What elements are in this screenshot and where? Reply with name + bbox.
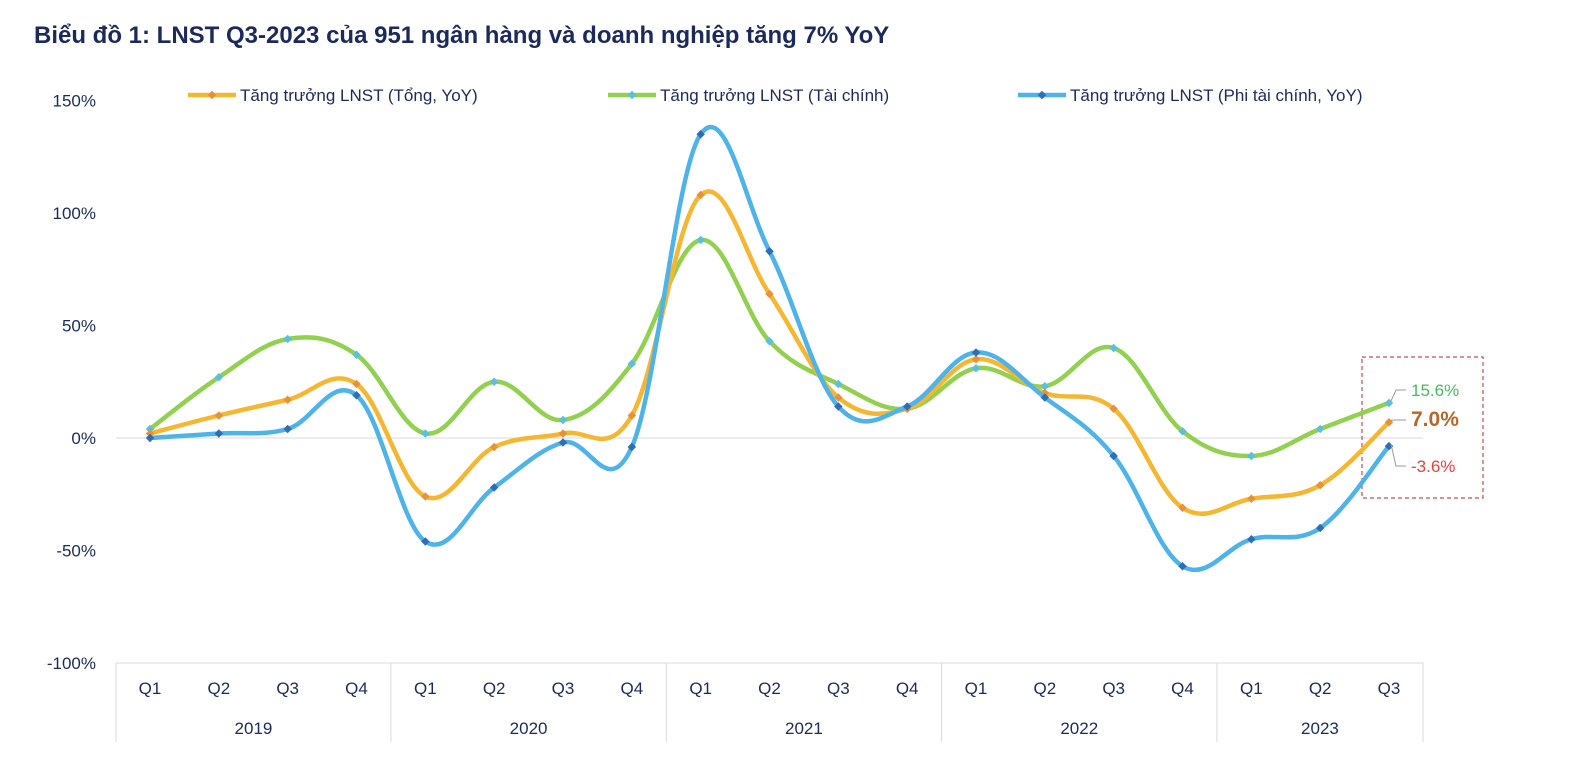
x-group-label: 2020 xyxy=(510,719,548,738)
x-group-label: 2023 xyxy=(1301,719,1339,738)
x-tick-label: Q2 xyxy=(207,679,230,698)
data-point xyxy=(283,395,292,404)
series-line xyxy=(147,124,1392,573)
x-tick-label: Q2 xyxy=(758,679,781,698)
data-point xyxy=(1384,441,1394,451)
data-point xyxy=(902,402,912,411)
x-tick-label: Q1 xyxy=(414,679,437,698)
x-tick-label: Q3 xyxy=(552,679,575,698)
highlight-box xyxy=(1361,356,1484,499)
data-point xyxy=(834,402,843,411)
x-tick-label: Q2 xyxy=(1033,679,1056,698)
data-label: -3.6% xyxy=(1411,457,1455,476)
data-point xyxy=(1178,427,1187,436)
data-point xyxy=(1315,523,1325,533)
y-tick-label: 150% xyxy=(53,92,96,111)
x-tick-label: Q2 xyxy=(483,679,506,698)
data-point xyxy=(489,483,499,492)
x-tick-label: Q2 xyxy=(1309,679,1332,698)
x-tick-label: Q3 xyxy=(1102,679,1125,698)
data-point xyxy=(489,377,499,386)
x-tick-label: Q3 xyxy=(1378,679,1401,698)
legend-label: Tăng trưởng LNST (Tài chính) xyxy=(660,86,889,105)
data-point xyxy=(1040,393,1050,402)
x-tick-label: Q1 xyxy=(965,679,988,698)
legend-marker xyxy=(1037,90,1047,100)
annotation-leader xyxy=(1390,389,1406,402)
data-point xyxy=(1040,382,1050,391)
y-tick-label: -50% xyxy=(56,542,96,561)
data-point xyxy=(834,393,843,402)
y-tick-label: 0% xyxy=(71,429,96,448)
x-tick-label: Q4 xyxy=(345,679,368,698)
legend-label: Tăng trưởng LNST (Tổng, YoY) xyxy=(240,86,478,105)
data-point xyxy=(558,438,568,447)
data-point xyxy=(765,289,774,299)
y-tick-label: -100% xyxy=(47,654,96,673)
data-point xyxy=(214,429,224,438)
legend-label: Tăng trưởng LNST (Phi tài chính, YoY) xyxy=(1070,86,1362,105)
data-point xyxy=(352,350,361,359)
data-point xyxy=(1178,562,1187,571)
data-point xyxy=(1109,404,1118,413)
x-tick-label: Q3 xyxy=(276,679,299,698)
data-point xyxy=(558,429,568,438)
data-point xyxy=(283,334,292,344)
data-point xyxy=(421,429,430,438)
data-point xyxy=(765,337,774,346)
x-group-label: 2022 xyxy=(1060,719,1098,738)
data-point xyxy=(214,411,224,420)
legend-marker xyxy=(627,90,637,100)
y-tick-label: 100% xyxy=(53,204,96,223)
y-tick-label: 50% xyxy=(62,317,96,336)
data-point xyxy=(489,442,499,452)
data-point xyxy=(1247,451,1256,461)
data-point xyxy=(214,373,224,382)
data-point xyxy=(1109,343,1118,353)
series-line xyxy=(147,237,1392,459)
chart-title: Biểu đồ 1: LNST Q3-2023 của 951 ngân hàn… xyxy=(34,22,890,49)
data-point xyxy=(1178,503,1187,512)
x-tick-label: Q3 xyxy=(827,679,850,698)
data-point xyxy=(971,348,981,357)
data-point xyxy=(145,433,155,443)
x-tick-label: Q1 xyxy=(139,679,162,698)
x-tick-label: Q4 xyxy=(620,679,643,698)
data-point xyxy=(627,442,637,452)
data-label: 7.0% xyxy=(1411,408,1459,431)
data-point xyxy=(971,355,981,364)
x-group-label: 2019 xyxy=(235,719,273,738)
data-point xyxy=(627,359,637,368)
annotation-leader xyxy=(1390,443,1406,467)
data-point xyxy=(558,415,568,425)
data-point xyxy=(971,364,981,373)
legend-marker xyxy=(207,90,217,100)
data-point xyxy=(1315,424,1325,434)
data-point xyxy=(1247,494,1256,503)
x-tick-label: Q4 xyxy=(896,679,919,698)
data-point xyxy=(283,424,292,434)
x-tick-label: Q1 xyxy=(689,679,712,698)
x-tick-label: Q1 xyxy=(1240,679,1263,698)
data-point xyxy=(421,492,430,501)
x-group-label: 2021 xyxy=(785,719,823,738)
data-point xyxy=(834,379,843,389)
data-point xyxy=(352,391,361,400)
x-tick-label: Q4 xyxy=(1171,679,1194,698)
data-label: 15.6% xyxy=(1411,381,1459,400)
data-point xyxy=(421,537,430,546)
data-point xyxy=(1315,481,1325,490)
data-point xyxy=(1247,535,1256,544)
data-point xyxy=(352,379,361,389)
data-point xyxy=(627,411,637,420)
data-point xyxy=(1109,451,1118,461)
series-line xyxy=(147,189,1392,516)
